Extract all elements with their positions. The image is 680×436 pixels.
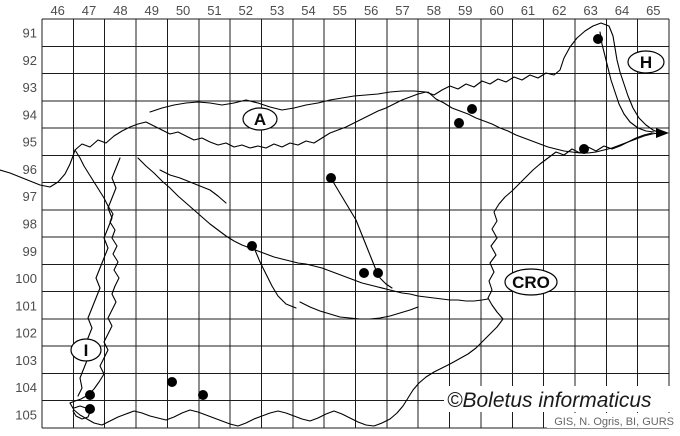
country-label-h: H <box>627 50 665 74</box>
slovenia-border-north <box>74 22 661 151</box>
country-labels: A H CRO I <box>70 50 665 362</box>
country-letter: A <box>254 110 266 129</box>
col-label-64: 64 <box>615 3 629 18</box>
col-label-60: 60 <box>489 3 503 18</box>
occurrence-dot-52-99[interactable] <box>247 241 257 251</box>
country-label-a: A <box>242 107 278 131</box>
col-label-49: 49 <box>144 3 158 18</box>
row-label-98: 98 <box>23 217 37 232</box>
col-label-48: 48 <box>113 3 127 18</box>
row-label-97: 97 <box>23 189 37 204</box>
row-label-102: 102 <box>15 326 37 341</box>
row-label-101: 101 <box>15 298 37 313</box>
row-label-96: 96 <box>23 162 37 177</box>
row-label-94: 94 <box>23 107 37 122</box>
occurrence-dots <box>85 34 603 414</box>
river-krka <box>299 301 419 320</box>
river-mura <box>599 31 655 133</box>
country-label-cro: CRO <box>504 268 558 296</box>
country-label-i: I <box>70 338 102 362</box>
slovenia-map-lines <box>0 22 669 427</box>
river-upper-sava-detail <box>159 169 227 204</box>
col-label-51: 51 <box>207 3 221 18</box>
col-label-50: 50 <box>176 3 190 18</box>
credit-text: GIS, N. Ogris, BI, GURS <box>554 416 674 428</box>
row-label-99: 99 <box>23 244 37 259</box>
col-label-57: 57 <box>395 3 409 18</box>
occurrence-dot-51-104[interactable] <box>198 390 208 400</box>
country-ellipse <box>627 50 665 74</box>
col-label-54: 54 <box>301 3 315 18</box>
row-label-93: 93 <box>23 80 37 95</box>
country-letter: CRO <box>512 273 550 292</box>
copyright-text: ©Boletus informaticus <box>447 389 652 412</box>
slovenia-border-west <box>69 149 120 404</box>
occurrence-dot-50-104[interactable] <box>167 377 177 387</box>
river-exit-arrow <box>656 128 669 138</box>
col-label-46: 46 <box>50 3 64 18</box>
col-label-59: 59 <box>458 3 472 18</box>
river-ljubljanica <box>254 249 297 309</box>
occurrence-dot-63-95[interactable] <box>579 144 589 154</box>
country-letter: I <box>84 341 89 360</box>
occurrence-dot-55-96[interactable] <box>326 173 336 183</box>
row-label-95: 95 <box>23 135 37 150</box>
row-label-92: 92 <box>23 53 37 68</box>
col-label-55: 55 <box>333 3 347 18</box>
occurrence-dot-56-100[interactable] <box>373 268 383 278</box>
country-ellipse <box>70 338 102 362</box>
country-letter: H <box>640 53 652 72</box>
occurrence-dot-59-94[interactable] <box>454 118 464 128</box>
river-austria-fragment <box>149 90 427 113</box>
occurrence-dot-47-105[interactable] <box>85 404 95 414</box>
country-ellipse <box>242 107 278 131</box>
col-label-56: 56 <box>364 3 378 18</box>
slovenia-border-south-east <box>69 132 659 427</box>
col-label-62: 62 <box>552 3 566 18</box>
country-ellipse <box>504 268 558 296</box>
col-label-61: 61 <box>521 3 535 18</box>
border-fragment-west-margin <box>0 149 76 188</box>
grid-axis-labels: 46 47 48 49 50 51 52 53 54 55 56 57 58 59 60 61 62 63 64 65… <box>15 3 660 422</box>
row-label-103: 103 <box>15 353 37 368</box>
occurrence-dot-47-104[interactable] <box>85 390 95 400</box>
col-label-63: 63 <box>583 3 597 18</box>
row-label-104: 104 <box>15 380 37 395</box>
col-label-65: 65 <box>646 3 660 18</box>
river-savinja <box>331 179 393 289</box>
credit-backdrop <box>547 413 677 428</box>
col-label-52: 52 <box>239 3 253 18</box>
row-label-91: 91 <box>23 26 37 41</box>
col-label-53: 53 <box>270 3 284 18</box>
row-label-100: 100 <box>15 271 37 286</box>
utm-grid <box>41 18 670 429</box>
istria-coast-detail <box>72 405 91 420</box>
row-label-105: 105 <box>15 407 37 422</box>
occurrence-dot-63-91[interactable] <box>593 34 603 44</box>
col-label-58: 58 <box>427 3 441 18</box>
occurrence-dot-59-94[interactable] <box>467 104 477 114</box>
river-sava <box>137 157 489 302</box>
occurrence-dot-56-100[interactable] <box>359 268 369 278</box>
col-label-47: 47 <box>82 3 96 18</box>
river-drava <box>427 91 653 154</box>
copyright-backdrop <box>444 386 676 412</box>
